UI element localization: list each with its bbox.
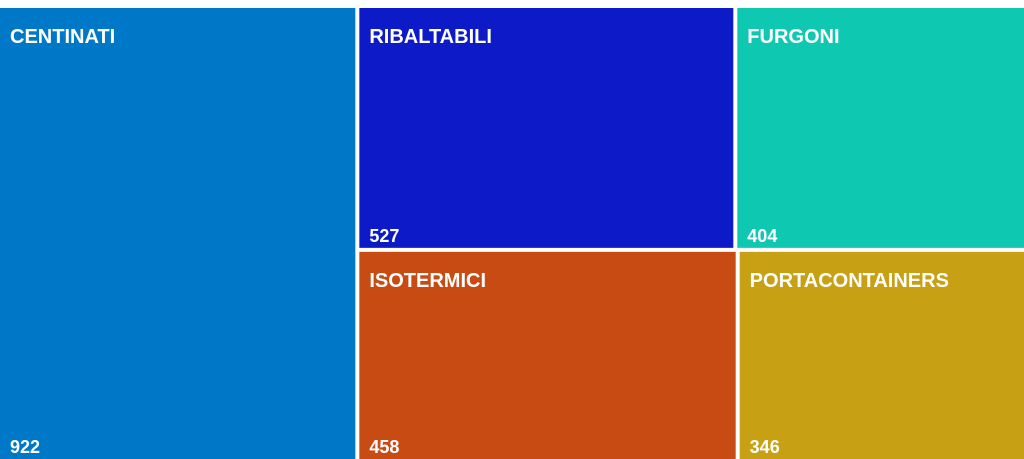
tile-value: 527 xyxy=(369,226,399,246)
tile-label: CENTINATI xyxy=(10,26,115,48)
tile xyxy=(737,8,1024,248)
tile-label: ISOTERMICI xyxy=(369,270,486,292)
tile-value: 404 xyxy=(747,226,777,246)
tile-value: 922 xyxy=(10,437,40,457)
tile xyxy=(739,251,1024,459)
tile-value: 458 xyxy=(369,437,399,457)
tile xyxy=(359,251,736,459)
tile xyxy=(0,8,356,459)
tile-label: FURGONI xyxy=(747,26,839,48)
tile-label: RIBALTABILI xyxy=(369,26,492,48)
tile-label: PORTACONTAINERS xyxy=(750,270,949,292)
tile-value: 346 xyxy=(750,437,780,457)
tile xyxy=(359,8,734,248)
